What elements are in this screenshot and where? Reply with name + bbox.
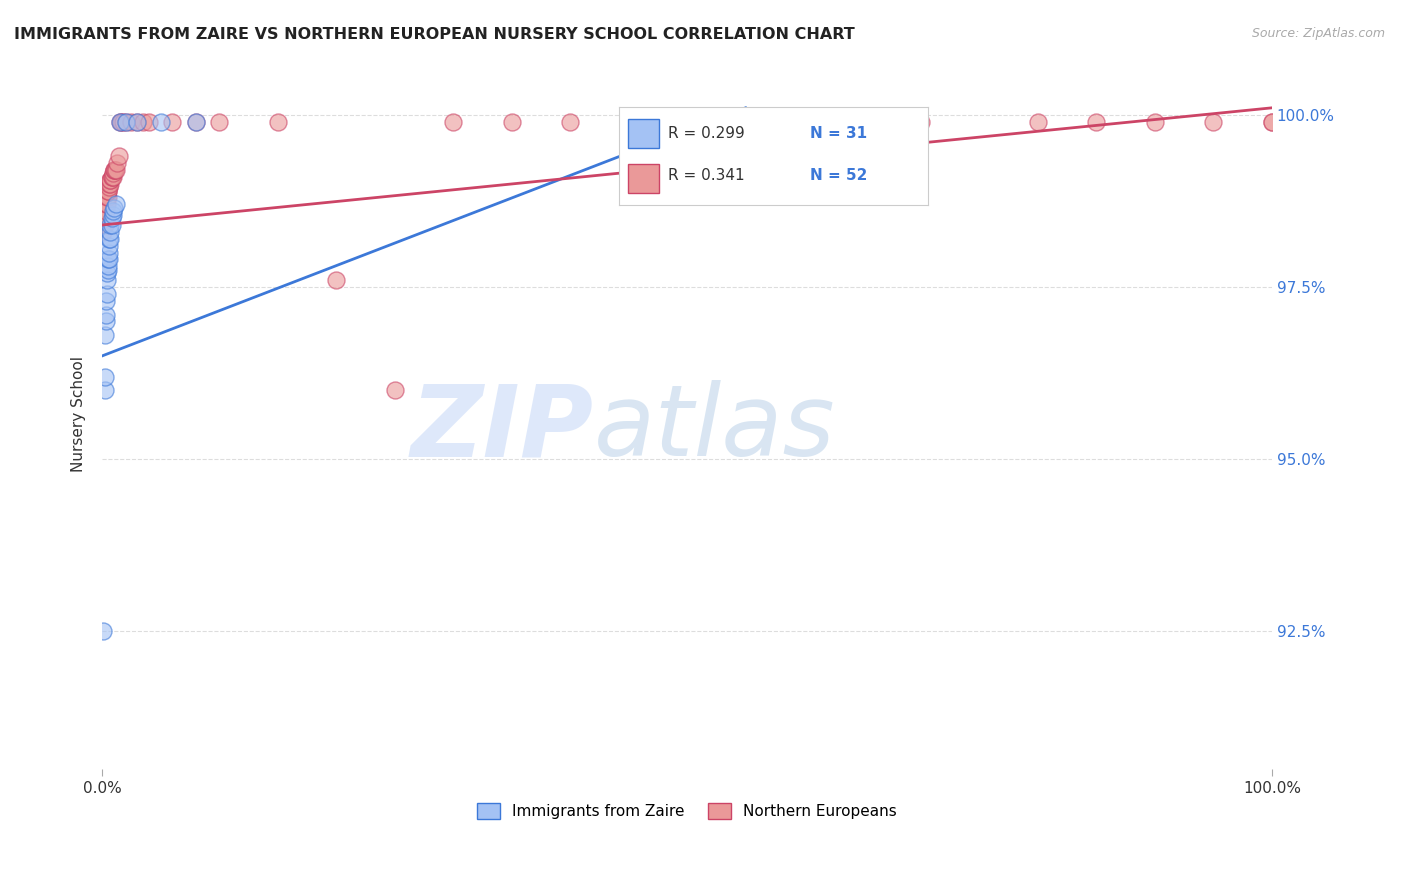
Point	[910, 114, 932, 128]
Point	[100, 177, 122, 191]
Point	[93, 369, 115, 384]
Point	[93, 211, 115, 225]
Point	[108, 114, 131, 128]
Point	[94, 197, 117, 211]
Point	[98, 177, 121, 191]
Point	[162, 114, 184, 128]
Point	[441, 114, 464, 128]
Point	[100, 218, 122, 232]
Point	[96, 266, 118, 280]
Point	[100, 218, 122, 232]
Text: IMMIGRANTS FROM ZAIRE VS NORTHERN EUROPEAN NURSERY SCHOOL CORRELATION CHART: IMMIGRANTS FROM ZAIRE VS NORTHERN EUROPE…	[14, 27, 855, 42]
Point	[101, 208, 124, 222]
Text: atlas: atlas	[593, 380, 835, 477]
Point	[132, 114, 155, 128]
Point	[96, 197, 118, 211]
Y-axis label: Nursery School: Nursery School	[72, 357, 86, 473]
Point	[100, 173, 122, 187]
Point	[101, 166, 124, 180]
Point	[127, 114, 149, 128]
Point	[93, 384, 115, 398]
Point	[96, 273, 118, 287]
Text: N = 52: N = 52	[810, 169, 868, 183]
Point	[103, 162, 125, 177]
Point	[325, 273, 347, 287]
Point	[98, 252, 121, 267]
Point	[103, 201, 125, 215]
Point	[101, 204, 124, 219]
Point	[97, 260, 120, 274]
Point	[100, 232, 122, 246]
Point	[96, 286, 118, 301]
Bar	[628, 119, 659, 148]
Point	[793, 114, 815, 128]
Point	[1143, 114, 1166, 128]
Point	[93, 328, 115, 343]
Point	[108, 114, 131, 128]
Point	[100, 173, 122, 187]
Point	[94, 293, 117, 308]
Point	[107, 149, 129, 163]
Point	[98, 180, 121, 194]
Point	[105, 197, 128, 211]
Point	[100, 225, 122, 239]
Point	[94, 211, 117, 225]
Point	[104, 162, 127, 177]
Point	[1202, 114, 1225, 128]
Point	[149, 114, 172, 128]
Point	[114, 114, 136, 128]
Point	[184, 114, 207, 128]
Point	[97, 252, 120, 267]
Point	[97, 190, 120, 204]
Bar	[628, 164, 659, 194]
Point	[501, 114, 523, 128]
Legend: Immigrants from Zaire, Northern Europeans: Immigrants from Zaire, Northern European…	[471, 797, 903, 825]
Point	[98, 245, 121, 260]
Point	[127, 114, 149, 128]
Point	[558, 114, 581, 128]
Point	[676, 114, 699, 128]
Text: Source: ZipAtlas.com: Source: ZipAtlas.com	[1251, 27, 1385, 40]
Point	[120, 114, 142, 128]
Point	[138, 114, 160, 128]
Point	[184, 114, 207, 128]
Point	[97, 262, 120, 277]
Point	[1026, 114, 1049, 128]
Point	[208, 114, 231, 128]
Point	[93, 218, 115, 232]
Point	[97, 184, 120, 198]
Text: R = 0.341: R = 0.341	[668, 169, 745, 183]
Point	[110, 114, 132, 128]
Point	[114, 114, 136, 128]
Point	[98, 238, 121, 252]
Point	[103, 162, 125, 177]
Point	[1261, 114, 1284, 128]
Point	[1261, 114, 1284, 128]
Point	[105, 162, 128, 177]
Point	[97, 184, 120, 198]
Text: R = 0.299: R = 0.299	[668, 126, 745, 141]
Point	[94, 308, 117, 322]
Point	[100, 169, 122, 184]
Point	[96, 190, 118, 204]
Point	[98, 232, 121, 246]
Point	[1085, 114, 1108, 128]
Point	[266, 114, 288, 128]
Point	[94, 314, 117, 328]
Point	[101, 169, 124, 184]
Point	[100, 211, 122, 225]
Text: N = 31: N = 31	[810, 126, 868, 141]
Point	[93, 624, 115, 639]
Point	[384, 384, 406, 398]
Point	[112, 114, 135, 128]
Text: ZIP: ZIP	[411, 380, 593, 477]
Point	[100, 169, 122, 184]
Point	[94, 204, 117, 219]
Point	[107, 156, 129, 170]
Point	[93, 225, 115, 239]
